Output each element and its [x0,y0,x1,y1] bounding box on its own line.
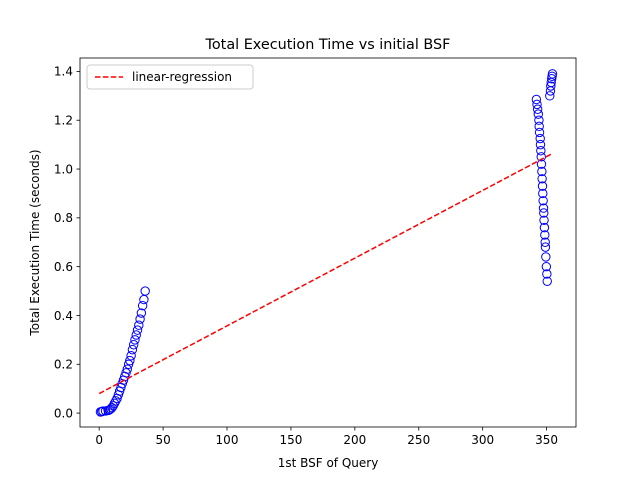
data-point [531,94,542,105]
data-point [536,152,546,162]
data-point [537,166,547,177]
x-tick-label: 100 [216,433,239,447]
legend: linear-regression [86,64,254,90]
data-point [126,351,136,361]
data-point [540,242,551,252]
data-point [532,104,543,114]
series-layer [95,69,558,417]
data-point [538,196,548,206]
data-point [542,269,552,279]
x-tick-label: 350 [535,433,558,447]
data-point [541,261,552,272]
data-point [532,99,542,110]
data-point [533,109,543,119]
x-tick-label: 250 [407,433,430,447]
data-point [108,401,118,411]
x-tick-label: 150 [279,433,302,447]
y-tick-label: 0.2 [54,358,73,372]
x-tick-label: 0 [95,433,103,447]
data-point [539,222,550,233]
data-point [137,301,148,311]
y-tick-label: 0.8 [54,211,73,225]
data-point [546,81,556,91]
data-point [131,330,141,340]
data-point [136,308,147,318]
data-point [535,139,546,150]
y-tick-label: 0.0 [54,406,73,420]
x-tick-label: 50 [155,433,170,447]
data-point [539,208,549,218]
data-point [125,355,135,366]
data-point [127,344,138,355]
x-axis-label: 1st BSF of Query [278,456,379,470]
y-tick-label: 0.6 [54,260,73,274]
y-tick-label: 0.4 [54,309,73,323]
plot-frame [80,58,576,427]
data-point [111,396,121,406]
x-tick-label: 300 [471,433,494,447]
x-axis-ticks: 0 50 100 150 200 250 300 350 [95,427,558,447]
data-point [541,252,551,262]
plot-spines [79,57,577,428]
regression-line [98,152,554,395]
data-point [535,133,545,144]
plot-area [80,58,576,427]
data-point [540,230,550,240]
data-point [109,398,120,409]
axes-frame [79,57,577,428]
data-point [538,188,548,199]
data-point [539,215,549,225]
data-point [540,237,550,247]
x-tick-label: 200 [343,433,366,447]
data-point [537,174,547,184]
y-tick-label: 1.2 [54,114,73,128]
chart-title: Total Execution Time vs initial BSF [205,37,451,53]
legend-box [86,64,254,90]
y-axis-ticks: 0.0 0.2 0.4 0.6 0.8 1.0 1.2 1.4 [54,65,80,420]
data-point [536,146,546,156]
y-tick-label: 1.4 [54,65,73,79]
data-point [547,69,558,79]
data-point [534,121,544,132]
data-point [545,91,555,101]
data-point [134,320,144,330]
data-point [135,314,145,324]
legend-linear-regression-label: linear-regression [132,70,232,84]
data-point [122,364,132,374]
data-point [128,340,139,350]
data-point [132,325,143,335]
data-point [537,181,548,191]
data-point [534,127,545,138]
data-point [542,276,552,287]
y-axis-label: Total Execution Time (seconds) [28,149,42,336]
data-point [538,203,549,213]
data-point [130,335,140,345]
y-tick-label: 1.0 [54,162,73,176]
data-point [140,286,150,296]
data-point [534,115,544,125]
